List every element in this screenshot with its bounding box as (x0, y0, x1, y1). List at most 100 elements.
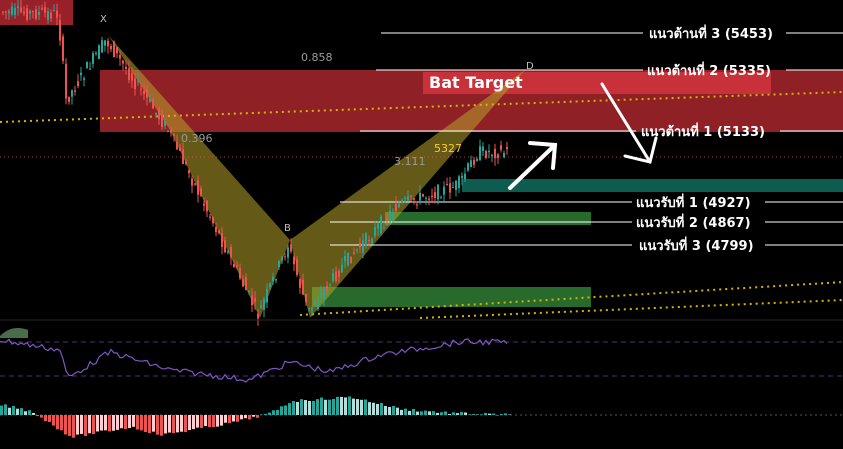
candle-body (89, 68, 91, 70)
histogram-bar (124, 415, 127, 430)
histogram-bar (72, 415, 75, 438)
histogram-bar (376, 403, 379, 415)
histogram-bar (76, 415, 79, 435)
histogram-bar (348, 396, 351, 415)
candle-body (101, 40, 103, 53)
candle-body (461, 175, 463, 179)
candle-body (314, 305, 316, 307)
histogram-bar (260, 414, 263, 415)
histogram-bar (268, 412, 271, 415)
histogram-bar (84, 415, 87, 436)
histogram-bar (324, 399, 327, 415)
histogram-bar (4, 404, 7, 415)
candle-body (482, 146, 484, 151)
candle-body (62, 36, 64, 62)
candle-body (491, 154, 493, 157)
histogram-bar (308, 400, 311, 415)
lower-trend-line (299, 281, 843, 316)
histogram-bar (340, 396, 343, 415)
histogram-bar (424, 410, 427, 415)
histogram-bar (316, 399, 319, 415)
candle-body (380, 216, 382, 234)
candle-body (383, 227, 385, 229)
histogram-bar (280, 406, 283, 415)
candle-body (179, 147, 181, 151)
candle-body (500, 145, 502, 150)
histogram-bar (52, 415, 55, 426)
support-1-label: แนวรับที่ 1 (4927) (636, 193, 751, 211)
candle-body (365, 233, 367, 247)
histogram-bar (364, 399, 367, 415)
histogram-bar (336, 396, 339, 415)
histogram-bar (28, 410, 31, 415)
histogram-bar (196, 415, 199, 428)
histogram-bar (372, 402, 375, 415)
support-zone-upper (385, 212, 591, 225)
histogram-bar (480, 414, 483, 415)
histogram-bar (304, 400, 307, 415)
histogram-bar (284, 405, 287, 415)
candle-body (494, 148, 496, 159)
histogram-bar (180, 415, 183, 432)
histogram-bar (100, 415, 103, 431)
candle-body (266, 289, 268, 303)
candle-body (296, 259, 298, 276)
histogram-bar (92, 415, 95, 435)
candle-body (8, 11, 10, 14)
candle-body (92, 53, 94, 64)
histogram-bar (408, 410, 411, 415)
candle-body (230, 247, 232, 258)
candle-body (98, 45, 100, 60)
histogram-bar (168, 415, 171, 433)
candle-body (56, 10, 58, 18)
candle-body (38, 11, 40, 15)
candle-body (212, 217, 214, 224)
histogram-bar (256, 415, 259, 418)
candle-body (95, 52, 97, 54)
candle-body (467, 163, 469, 171)
histogram-bar (148, 415, 151, 434)
histogram-bar (204, 415, 207, 426)
histogram-bar (396, 407, 399, 415)
candle-body (161, 114, 163, 127)
candle-body (197, 180, 199, 195)
candle-body (74, 90, 76, 92)
candle-body (341, 264, 343, 273)
candle-body (11, 6, 13, 15)
candle-body (29, 10, 31, 14)
candle-body (44, 7, 46, 13)
candle-body (32, 10, 34, 12)
candle-body (167, 130, 169, 132)
candle-body (2, 11, 4, 14)
candle-body (452, 187, 454, 189)
candles (2, 0, 508, 326)
candle-body (47, 11, 49, 20)
candle-body (392, 213, 394, 219)
histogram-bar (48, 415, 51, 422)
histogram-bar (488, 413, 491, 415)
oscillator-hump (0, 328, 28, 338)
candle-body (176, 141, 178, 150)
histogram-bar (412, 409, 415, 415)
candle-body (347, 252, 349, 265)
candle-body (350, 256, 352, 264)
histogram-bar (356, 399, 359, 415)
candle-body (434, 192, 436, 198)
candle-body (362, 240, 364, 253)
candle-body (272, 276, 274, 281)
histogram-bar (320, 397, 323, 415)
candle-body (422, 194, 424, 197)
histogram-bar (448, 414, 451, 415)
histogram-bar (12, 406, 15, 415)
candle-body (374, 227, 376, 236)
histogram-bar (428, 411, 431, 415)
candle-body (464, 173, 466, 180)
candle-body (203, 203, 205, 206)
candle-body (53, 10, 55, 12)
histogram-bar (120, 415, 123, 429)
candle-body (440, 197, 442, 199)
candle-body (233, 263, 235, 268)
candle-body (86, 62, 88, 69)
histogram-bar (36, 415, 39, 417)
histogram-bar (276, 409, 279, 415)
